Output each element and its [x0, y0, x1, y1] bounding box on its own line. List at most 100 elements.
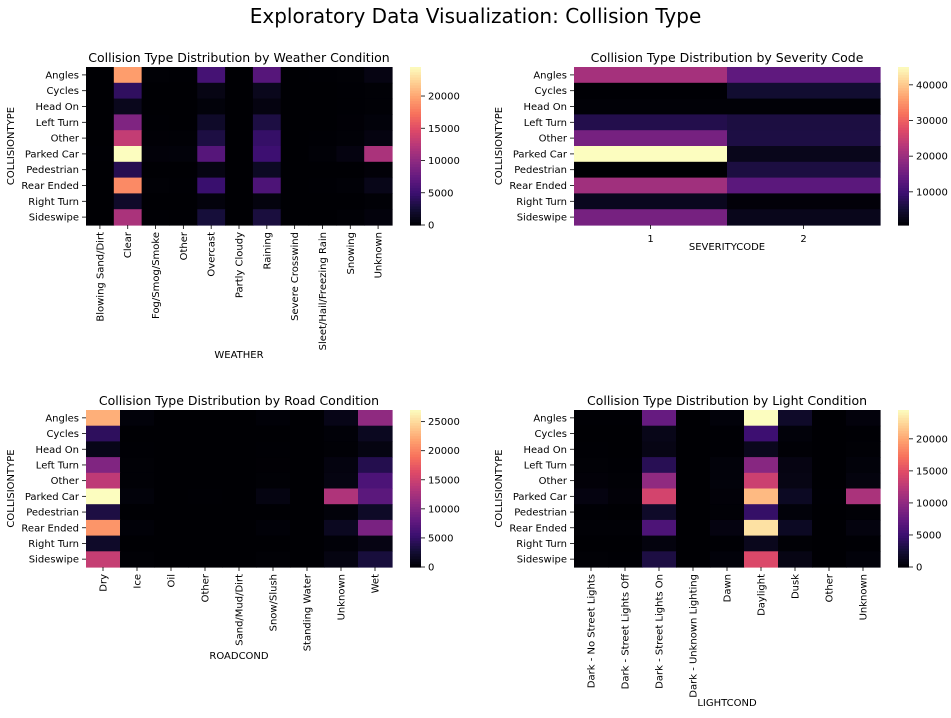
heatmap-cell-road [222, 410, 257, 427]
heatmap-cell-road [290, 472, 325, 490]
heatmap-cell-road [256, 472, 291, 490]
heatmap-cell-severity [574, 67, 728, 84]
colorbar-segment [410, 90, 421, 94]
colorbar-segment [410, 527, 421, 531]
colorbar-tick-label: 10000 [428, 504, 460, 515]
colorbar-segment [410, 138, 421, 142]
heatmap-cell-weather [336, 82, 365, 100]
colorbar-segment [898, 177, 909, 181]
colorbar-segment [898, 153, 909, 158]
colorbar-tick-label: 15000 [428, 475, 460, 486]
colorbar-segment [898, 211, 909, 216]
heatmap-cell-weather [169, 193, 198, 210]
heatmap-cell-severity [727, 146, 881, 163]
heatmap-cell-light [744, 535, 779, 552]
heatmap-cell-road [256, 425, 291, 442]
colorbar-segment [410, 546, 421, 550]
colorbar-segment [410, 185, 421, 189]
heatmap-cell-road [358, 472, 393, 490]
colorbar-segment [898, 135, 909, 139]
heatmap-cell-light [574, 519, 609, 537]
colorbar-segment [410, 109, 421, 113]
colorbar-tick-label: 5000 [916, 530, 941, 541]
colorbar-segment [898, 214, 909, 218]
heatmap-cell-road [86, 519, 121, 537]
heatmap-cell-weather [141, 161, 171, 179]
colorbar-segment [410, 72, 421, 76]
colorbar-segment [898, 190, 909, 194]
heatmap-cell-weather [197, 130, 226, 147]
heatmap-cell-road [120, 519, 155, 537]
colorbar-segment [410, 106, 421, 110]
y-axis-label-severity: COLLISIONTYPE [494, 107, 505, 185]
colorbar-segment [410, 203, 421, 208]
heatmap-cell-light [574, 410, 609, 427]
colorbar-segment [410, 130, 421, 134]
heatmap-cell-light [778, 488, 813, 505]
x-tick-label-1: 1 [647, 234, 653, 245]
heatmap-cell-road [290, 519, 325, 537]
colorbar-segment [410, 444, 421, 448]
colorbar-segment [898, 185, 909, 189]
heatmap-cell-weather [169, 114, 198, 131]
heatmap-cell-road [358, 457, 393, 474]
colorbar-segment [410, 522, 421, 526]
heatmap-cell-road [358, 488, 393, 505]
heatmap-cell-light [812, 457, 847, 474]
heatmap-cell-road [154, 425, 189, 442]
colorbar-segment [898, 475, 909, 479]
colorbar-segment [898, 483, 909, 487]
heatmap-cell-road [120, 441, 155, 458]
heatmap-cell-light [846, 410, 881, 427]
heatmap-cell-light [676, 425, 711, 442]
y-tick-label-left-turn: Left Turn [36, 460, 79, 471]
colorbar-segment [410, 472, 421, 477]
heatmap-cell-severity [727, 209, 881, 226]
colorbar-segment [410, 464, 421, 469]
heatmap-cell-light [574, 441, 609, 458]
heatmap-cell-light [642, 472, 677, 490]
heatmap-cell-light [608, 504, 643, 521]
heatmap-cell-light [676, 535, 711, 552]
colorbar-segment [898, 551, 909, 555]
colorbar-segment [898, 467, 909, 471]
y-tick-label-cycles: Cycles [534, 429, 567, 440]
heatmap-cell-road [256, 410, 291, 427]
colorbar-segment [898, 498, 909, 503]
colorbar-segment [410, 146, 421, 150]
heatmap-cell-light [778, 551, 813, 568]
x-axis-label-road: ROADCOND [209, 651, 269, 662]
colorbar-segment [410, 122, 421, 126]
heatmap-cell-weather [364, 193, 393, 210]
heatmap-cell-road [324, 488, 359, 505]
colorbar-tick-label: 20000 [916, 152, 948, 163]
heatmap-cell-road [324, 457, 359, 474]
colorbar-segment [410, 548, 421, 552]
colorbar-segment [410, 219, 421, 223]
heatmap-cell-weather [113, 193, 143, 210]
colorbar-segment [898, 138, 909, 142]
heatmap-cell-weather [225, 130, 254, 147]
heatmap-cell-road [290, 504, 325, 521]
heatmap-cell-weather [169, 209, 198, 226]
heatmap-cell-weather [336, 146, 365, 163]
heatmap-cell-road [188, 519, 223, 537]
heatmap-cell-light [846, 441, 881, 458]
colorbar-segment [410, 217, 421, 221]
heatmap-cell-light [846, 504, 881, 521]
colorbar-segment [410, 101, 421, 105]
y-tick-label-pedestrian: Pedestrian [514, 508, 567, 519]
heatmap-cell-weather [252, 114, 282, 131]
heatmap-cell-light [710, 535, 745, 552]
heatmap-cell-light [608, 425, 643, 442]
colorbar-segment [898, 464, 909, 469]
heatmap-cell-road [86, 457, 121, 474]
colorbar-tick-label: 25000 [428, 417, 460, 428]
heatmap-cell-light [710, 425, 745, 442]
heatmap-cell-severity [727, 161, 881, 179]
colorbar-segment [898, 454, 909, 458]
heatmap-cell-road [120, 472, 155, 490]
colorbar-segment [898, 77, 909, 81]
heatmap-cell-light [710, 457, 745, 474]
colorbar-segment [410, 441, 421, 445]
